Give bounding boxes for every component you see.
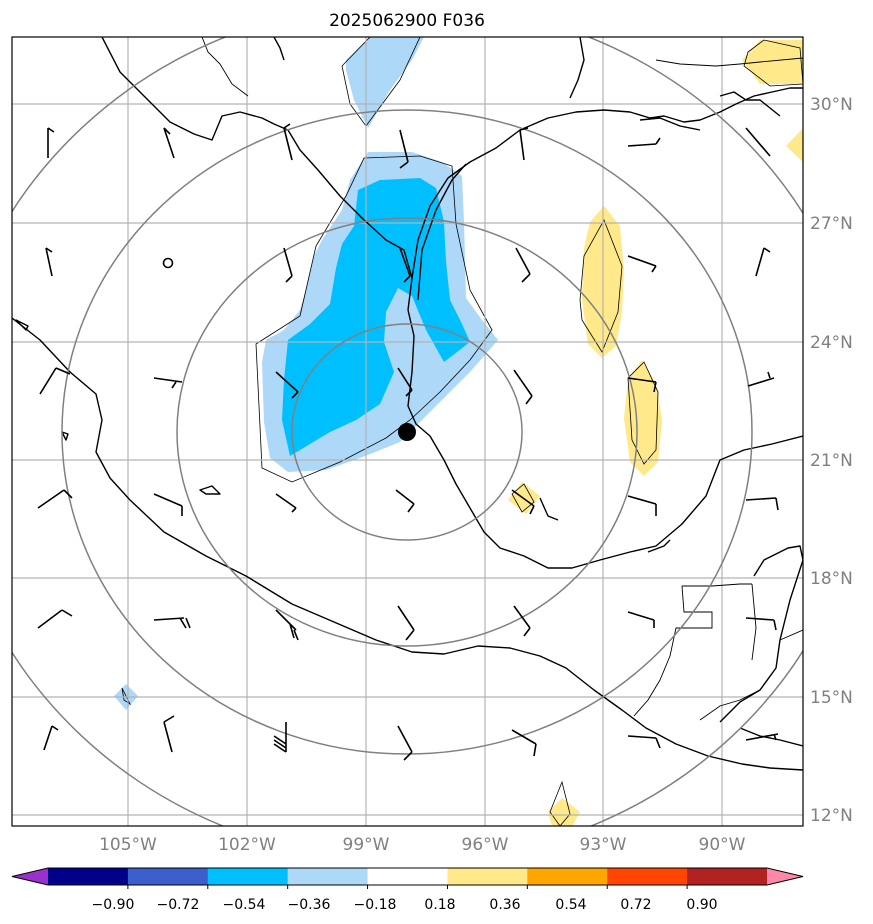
storm-center-marker (398, 423, 416, 441)
range-rings (12, 37, 803, 826)
colorbar (11, 867, 804, 889)
colorbar-tick-label: −0.90 (92, 897, 135, 913)
colorbar-tick-label: 0.36 (489, 897, 520, 913)
lat-label-12n: 12°N (810, 806, 853, 826)
lat-label-24n: 24°N (810, 333, 853, 353)
range-ring (176, 217, 638, 647)
colorbar-segment (287, 868, 369, 885)
colorbar-segment (527, 868, 608, 885)
map-panel (12, 37, 803, 826)
map-title: 2025062900 F036 (329, 11, 485, 31)
colorbar-segment (447, 868, 528, 885)
positive-anomaly-yellow (786, 128, 803, 162)
colorbar-tick-label: −0.36 (288, 897, 331, 913)
lon-label-102w: 102°W (218, 835, 276, 855)
colorbar-extend-max (767, 868, 803, 885)
colorbar-segment (127, 868, 209, 885)
lat-label-21n: 21°N (810, 451, 853, 471)
colorbar-tick-label: −0.72 (157, 897, 200, 913)
graticule (12, 37, 803, 826)
lon-label-99w: 99°W (343, 835, 390, 855)
range-ring (61, 109, 753, 755)
colorbar-segment (607, 868, 688, 885)
wind-barbs (37, 123, 779, 761)
positive-anomaly-yellow (624, 360, 662, 476)
colorbar-tick-label: 0.90 (686, 897, 717, 913)
colorbar-tick-label: 0.72 (620, 897, 651, 913)
colorbar-segment (48, 868, 129, 885)
latitude-labels: 30°N 27°N 24°N 21°N 18°N 15°N 12°N (810, 95, 853, 826)
colorbar-segment (687, 868, 768, 885)
colorbar-tick-label: 0.54 (555, 897, 586, 913)
lat-label-18n: 18°N (810, 569, 853, 589)
lon-label-96w: 96°W (462, 835, 509, 855)
range-ring (291, 323, 523, 541)
lon-label-93w: 93°W (580, 835, 627, 855)
lat-label-27n: 27°N (810, 214, 853, 234)
lat-label-15n: 15°N (810, 688, 853, 708)
map-frame (11, 36, 804, 827)
positive-anomaly-yellow (548, 798, 580, 826)
colorbar-segment (367, 868, 448, 885)
colorbar-tick-label: −0.18 (354, 897, 397, 913)
colorbar-tick-label: 0.18 (424, 897, 455, 913)
colorbar-segment (207, 868, 289, 885)
colorbar-tick-label: −0.54 (223, 897, 266, 913)
lon-label-90w: 90°W (699, 835, 746, 855)
colorbar-extend-min (12, 868, 48, 885)
longitude-labels: 105°W 102°W 99°W 96°W 93°W 90°W (99, 835, 746, 855)
colorbar-outline (11, 867, 804, 886)
political-borders (201, 37, 803, 721)
colorbar-tick-labels: −0.90 −0.72 −0.54 −0.36 −0.18 0.18 0.36 … (92, 897, 718, 913)
positive-anomaly-yellow (742, 40, 803, 84)
contour-lines (121, 37, 803, 826)
lon-label-105w: 105°W (99, 835, 157, 855)
lat-label-30n: 30°N (810, 95, 853, 115)
